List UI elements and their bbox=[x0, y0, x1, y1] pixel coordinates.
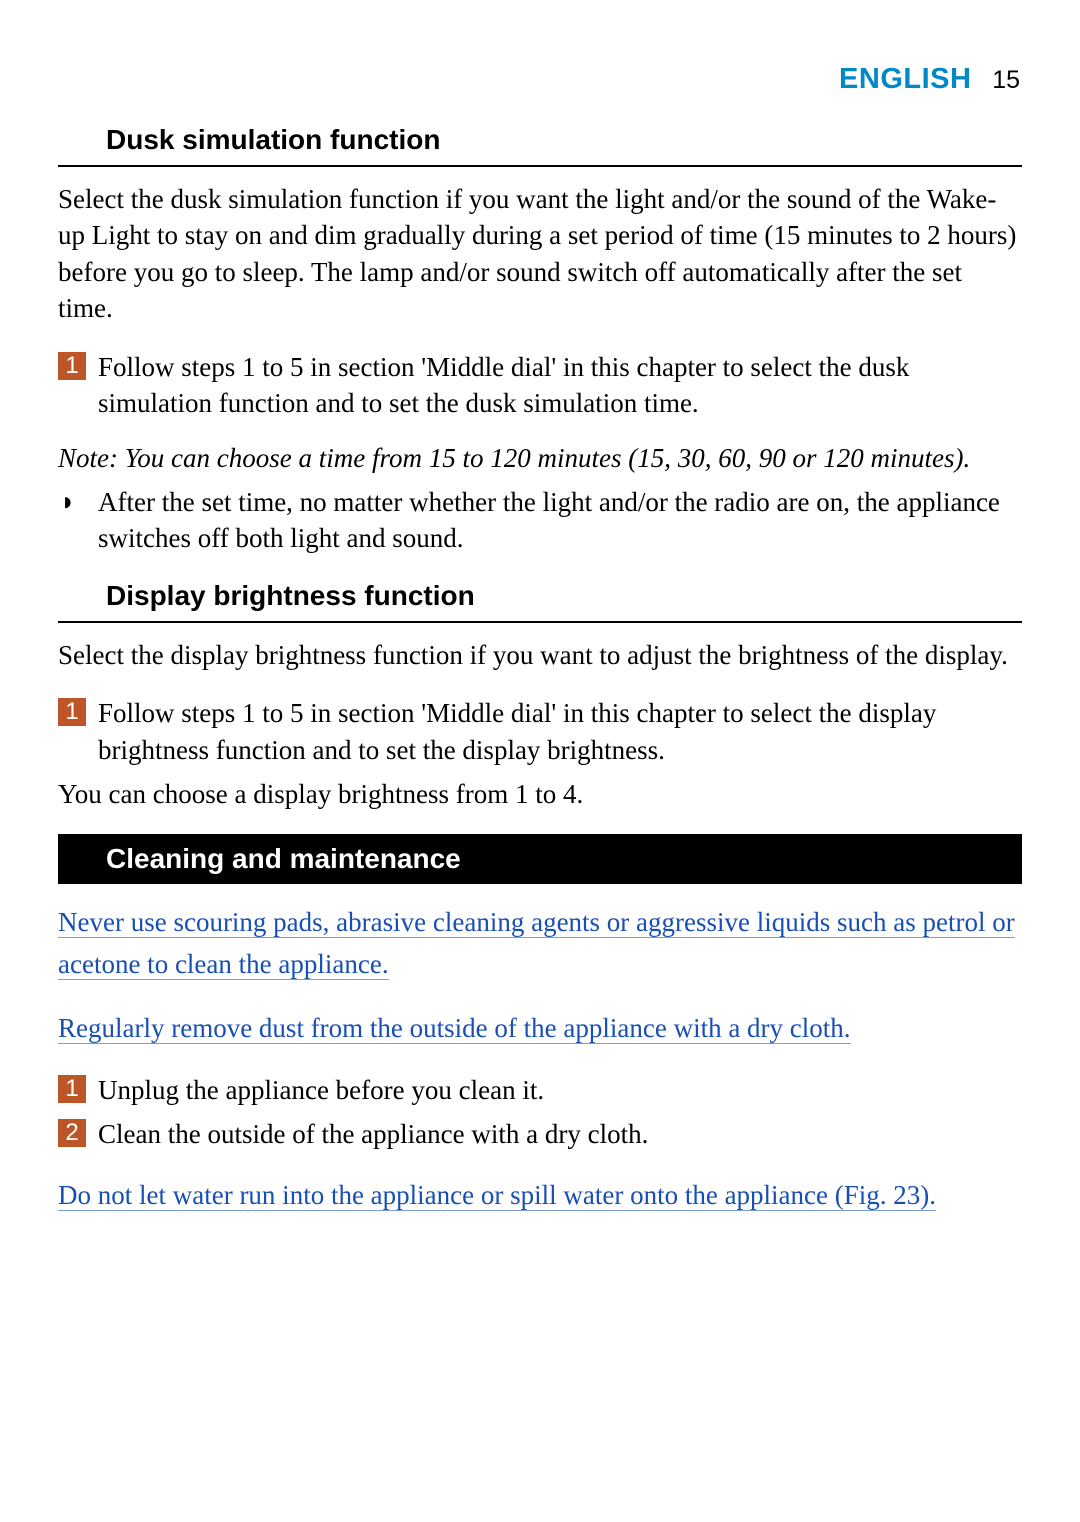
link-text[interactable]: Regularly remove dust from the outside o… bbox=[58, 1013, 851, 1044]
step-number-box: 1 bbox=[58, 698, 86, 726]
dusk-intro: Select the dusk simulation function if y… bbox=[58, 181, 1022, 327]
step-text: Unplug the appliance before you clean it… bbox=[98, 1072, 1022, 1108]
cleaning-warning-2: Regularly remove dust from the outside o… bbox=[58, 1008, 1022, 1050]
step-number-box: 2 bbox=[58, 1119, 86, 1147]
step-number-box: 1 bbox=[58, 352, 86, 380]
language-label: ENGLISH bbox=[839, 63, 971, 95]
brightness-after: You can choose a display brightness from… bbox=[58, 776, 1022, 812]
page-header: ENGLISH 15 bbox=[58, 60, 1022, 99]
heading-brightness: Display brightness function bbox=[58, 577, 1022, 623]
heading-cleaning: Cleaning and maintenance bbox=[58, 834, 1022, 884]
link-text[interactable]: Never use scouring pads, abrasive cleani… bbox=[58, 907, 1015, 980]
cleaning-step-1: 1 Unplug the appliance before you clean … bbox=[58, 1072, 1022, 1108]
dusk-note: Note: You can choose a time from 15 to 1… bbox=[58, 440, 1022, 476]
brightness-intro: Select the display brightness function i… bbox=[58, 637, 1022, 673]
link-text[interactable]: Do not let water run into the appliance … bbox=[58, 1180, 936, 1211]
cleaning-warning-1: Never use scouring pads, abrasive cleani… bbox=[58, 902, 1022, 986]
cleaning-warning-3: Do not let water run into the appliance … bbox=[58, 1175, 1022, 1217]
step-text: Follow steps 1 to 5 in section 'Middle d… bbox=[98, 695, 1022, 768]
heading-dusk: Dusk simulation function bbox=[58, 121, 1022, 167]
dusk-step-1: 1 Follow steps 1 to 5 in section 'Middle… bbox=[58, 349, 1022, 422]
cleaning-step-2: 2 Clean the outside of the appliance wit… bbox=[58, 1116, 1022, 1152]
bullet-text: After the set time, no matter whether th… bbox=[98, 484, 1022, 557]
page-number: 15 bbox=[992, 66, 1020, 94]
step-number-box: 1 bbox=[58, 1075, 86, 1103]
bullet-icon: ◗ bbox=[58, 484, 98, 519]
step-text: Clean the outside of the appliance with … bbox=[98, 1116, 1022, 1152]
brightness-step-1: 1 Follow steps 1 to 5 in section 'Middle… bbox=[58, 695, 1022, 768]
dusk-bullet: ◗ After the set time, no matter whether … bbox=[58, 484, 1022, 557]
step-text: Follow steps 1 to 5 in section 'Middle d… bbox=[98, 349, 1022, 422]
